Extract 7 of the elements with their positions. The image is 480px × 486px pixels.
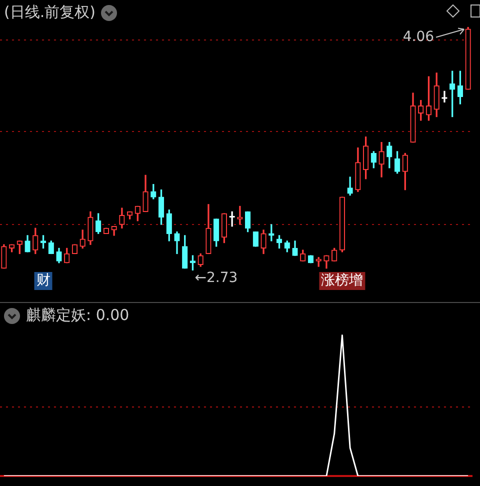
candlestick xyxy=(442,90,448,102)
text: 涨榜增 xyxy=(321,272,364,289)
annotation: ←2.73 xyxy=(194,270,238,286)
text: 财 xyxy=(36,272,50,289)
chart-title: (日线.前复权) xyxy=(4,3,96,22)
annotation: 4.06 xyxy=(402,28,434,45)
chart-title: 麒麟定妖: 0.00 xyxy=(26,306,130,325)
